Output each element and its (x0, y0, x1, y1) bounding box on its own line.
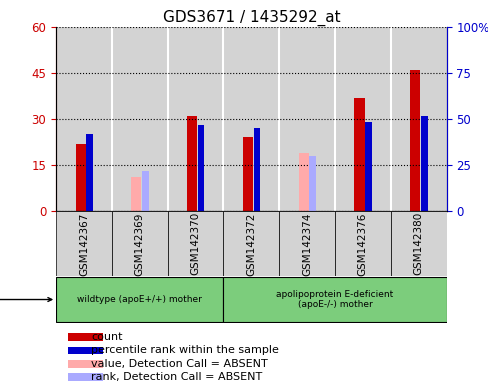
Bar (131, 177, 142, 211)
Bar (68, 360, 103, 368)
Text: GSM142374: GSM142374 (302, 212, 312, 276)
Text: rank, Detection Call = ABSENT: rank, Detection Call = ABSENT (91, 372, 263, 382)
Bar (243, 137, 253, 211)
Bar (391, 211, 447, 276)
Text: value, Detection Call = ABSENT: value, Detection Call = ABSENT (91, 359, 268, 369)
Text: percentile rank within the sample: percentile rank within the sample (91, 345, 279, 356)
Bar (112, 27, 168, 211)
Bar (187, 116, 197, 211)
Bar (254, 128, 260, 211)
Bar (56, 277, 224, 322)
Text: GSM142367: GSM142367 (79, 212, 89, 276)
Bar (142, 171, 149, 211)
Text: GSM142369: GSM142369 (135, 212, 145, 276)
Bar (421, 116, 427, 211)
Bar (224, 277, 447, 322)
Text: GSM142376: GSM142376 (358, 212, 368, 276)
Bar (224, 211, 279, 276)
Bar (68, 333, 103, 341)
Bar (410, 70, 420, 211)
Bar (198, 125, 204, 211)
Bar (224, 27, 279, 211)
Bar (76, 144, 86, 211)
Text: wildtype (apoE+/+) mother: wildtype (apoE+/+) mother (77, 295, 202, 304)
Bar (56, 211, 112, 276)
Text: genotype/variation: genotype/variation (0, 295, 52, 305)
Bar (68, 373, 103, 381)
Title: GDS3671 / 1435292_at: GDS3671 / 1435292_at (163, 9, 340, 25)
Bar (299, 153, 309, 211)
Bar (309, 156, 316, 211)
Bar (168, 27, 224, 211)
Bar (86, 134, 93, 211)
Bar (279, 27, 335, 211)
Bar (365, 122, 372, 211)
Bar (279, 211, 335, 276)
Text: GSM142370: GSM142370 (190, 212, 201, 275)
Bar (335, 27, 391, 211)
Bar (335, 211, 391, 276)
Bar (56, 27, 112, 211)
Bar (354, 98, 365, 211)
Text: count: count (91, 332, 123, 342)
Text: apolipoprotein E-deficient
(apoE-/-) mother: apolipoprotein E-deficient (apoE-/-) mot… (276, 290, 394, 309)
Bar (391, 27, 447, 211)
Bar (68, 346, 103, 354)
Text: GSM142380: GSM142380 (414, 212, 424, 275)
Bar (168, 211, 224, 276)
Bar (112, 211, 168, 276)
Text: GSM142372: GSM142372 (246, 212, 256, 276)
